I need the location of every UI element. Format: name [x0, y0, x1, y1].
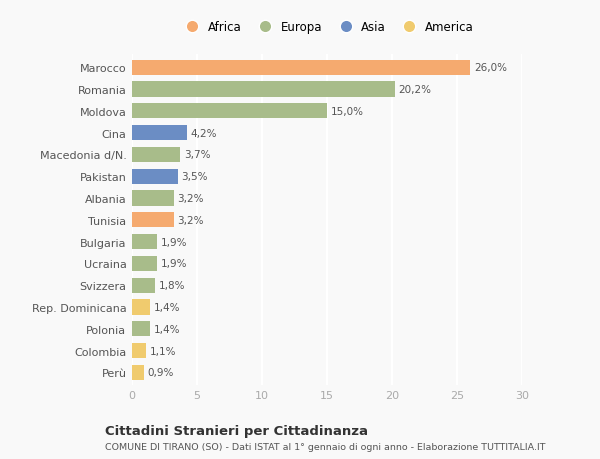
Text: Cittadini Stranieri per Cittadinanza: Cittadini Stranieri per Cittadinanza [105, 425, 368, 437]
Text: 3,7%: 3,7% [184, 150, 211, 160]
Bar [132, 235, 157, 250]
Text: 26,0%: 26,0% [474, 63, 507, 73]
Text: 3,5%: 3,5% [181, 172, 208, 182]
Bar [132, 126, 187, 141]
Text: 3,2%: 3,2% [178, 215, 204, 225]
Bar [132, 191, 173, 206]
Bar [132, 61, 470, 76]
Bar [132, 147, 180, 162]
Bar [132, 300, 150, 315]
Bar [132, 365, 144, 380]
Legend: Africa, Europa, Asia, America: Africa, Europa, Asia, America [181, 21, 473, 34]
Bar [132, 169, 178, 185]
Text: 3,2%: 3,2% [178, 194, 204, 204]
Text: 4,2%: 4,2% [191, 129, 217, 138]
Text: 0,9%: 0,9% [148, 368, 174, 377]
Text: 1,4%: 1,4% [154, 302, 181, 312]
Text: 1,9%: 1,9% [161, 259, 187, 269]
Text: COMUNE DI TIRANO (SO) - Dati ISTAT al 1° gennaio di ogni anno - Elaborazione TUT: COMUNE DI TIRANO (SO) - Dati ISTAT al 1°… [105, 442, 545, 451]
Bar [132, 321, 150, 336]
Text: 15,0%: 15,0% [331, 106, 364, 117]
Bar [132, 278, 155, 293]
Text: 1,4%: 1,4% [154, 324, 181, 334]
Text: 1,1%: 1,1% [150, 346, 176, 356]
Bar [132, 343, 146, 358]
Bar [132, 82, 395, 97]
Bar [132, 256, 157, 271]
Bar [132, 213, 173, 228]
Text: 1,8%: 1,8% [160, 280, 186, 291]
Text: 1,9%: 1,9% [161, 237, 187, 247]
Text: 20,2%: 20,2% [398, 85, 431, 95]
Bar [132, 104, 327, 119]
